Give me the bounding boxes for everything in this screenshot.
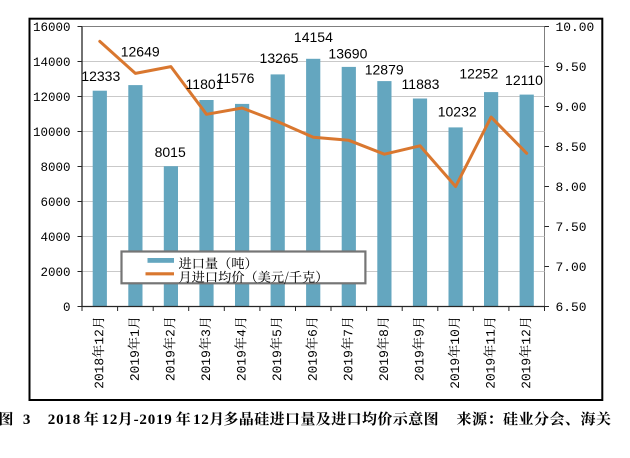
- svg-text:8000: 8000: [40, 161, 70, 175]
- svg-text:12333: 12333: [81, 68, 120, 84]
- svg-text:13265: 13265: [260, 50, 299, 66]
- svg-text:0: 0: [63, 301, 71, 315]
- svg-text:14154: 14154: [294, 29, 333, 45]
- svg-text:8015: 8015: [155, 144, 186, 160]
- svg-text:12649: 12649: [121, 44, 160, 60]
- svg-text:6000: 6000: [40, 196, 70, 210]
- svg-text:4000: 4000: [40, 231, 70, 245]
- svg-text:7.50: 7.50: [556, 220, 587, 235]
- svg-text:12: 12: [102, 412, 119, 428]
- svg-text:9.50: 9.50: [556, 60, 587, 75]
- svg-text:10232: 10232: [438, 103, 477, 119]
- svg-text:11883: 11883: [402, 76, 440, 92]
- svg-text:12: 12: [193, 412, 210, 428]
- svg-text:12000: 12000: [33, 91, 71, 105]
- svg-text:9.00: 9.00: [556, 100, 587, 115]
- svg-text:-2019: -2019: [134, 412, 173, 428]
- svg-text:16000: 16000: [33, 21, 71, 35]
- svg-text:10.00: 10.00: [556, 20, 595, 35]
- svg-text:8.00: 8.00: [556, 180, 587, 195]
- svg-text:12252: 12252: [459, 65, 498, 81]
- svg-text:8.50: 8.50: [556, 140, 587, 155]
- svg-text:2018: 2018: [48, 412, 81, 428]
- svg-text:10000: 10000: [33, 126, 71, 140]
- svg-text:3: 3: [23, 412, 31, 428]
- svg-text:14000: 14000: [33, 56, 71, 70]
- svg-text:7.00: 7.00: [556, 260, 587, 275]
- svg-text:12110: 12110: [505, 72, 543, 88]
- svg-text:2000: 2000: [40, 266, 70, 280]
- svg-text:11576: 11576: [217, 70, 255, 86]
- svg-text:12879: 12879: [365, 61, 404, 77]
- svg-text:6.50: 6.50: [556, 300, 587, 315]
- svg-text:13690: 13690: [328, 45, 367, 61]
- svg-text:11801: 11801: [186, 76, 224, 92]
